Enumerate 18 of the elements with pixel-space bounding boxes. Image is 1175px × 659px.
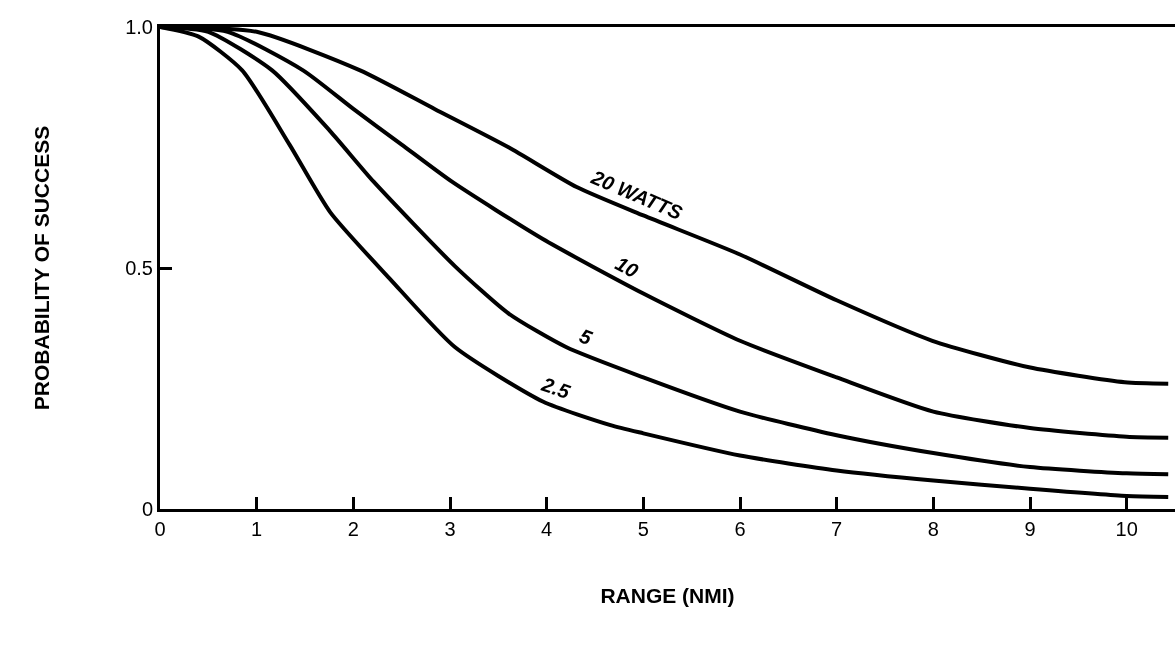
x-tick-label: 2 [347,518,359,540]
x-tick-label: 5 [637,518,649,540]
text: 2.5 [538,372,574,404]
x-tick-label: 9 [1024,518,1036,540]
x-tick-label: 10 [1115,518,1138,540]
x-axis-title: RANGE (NMI) [600,584,735,608]
y-tick-label: 0 [141,498,153,520]
y-axis-title: PROBABILITY OF SUCCESS [30,125,54,411]
x-tick-label: 3 [444,518,456,540]
x-tick-label: 4 [541,518,553,540]
text: 5 [576,324,596,350]
text: 10 [611,252,642,283]
x-tick-label: 1 [251,518,263,540]
x-tick-label: 6 [734,518,746,540]
x-tick-label: 7 [831,518,843,540]
y-tick-label: 1.0 [125,16,153,38]
y-tick-label: 0.5 [125,257,153,279]
x-tick-label: 8 [927,518,939,540]
